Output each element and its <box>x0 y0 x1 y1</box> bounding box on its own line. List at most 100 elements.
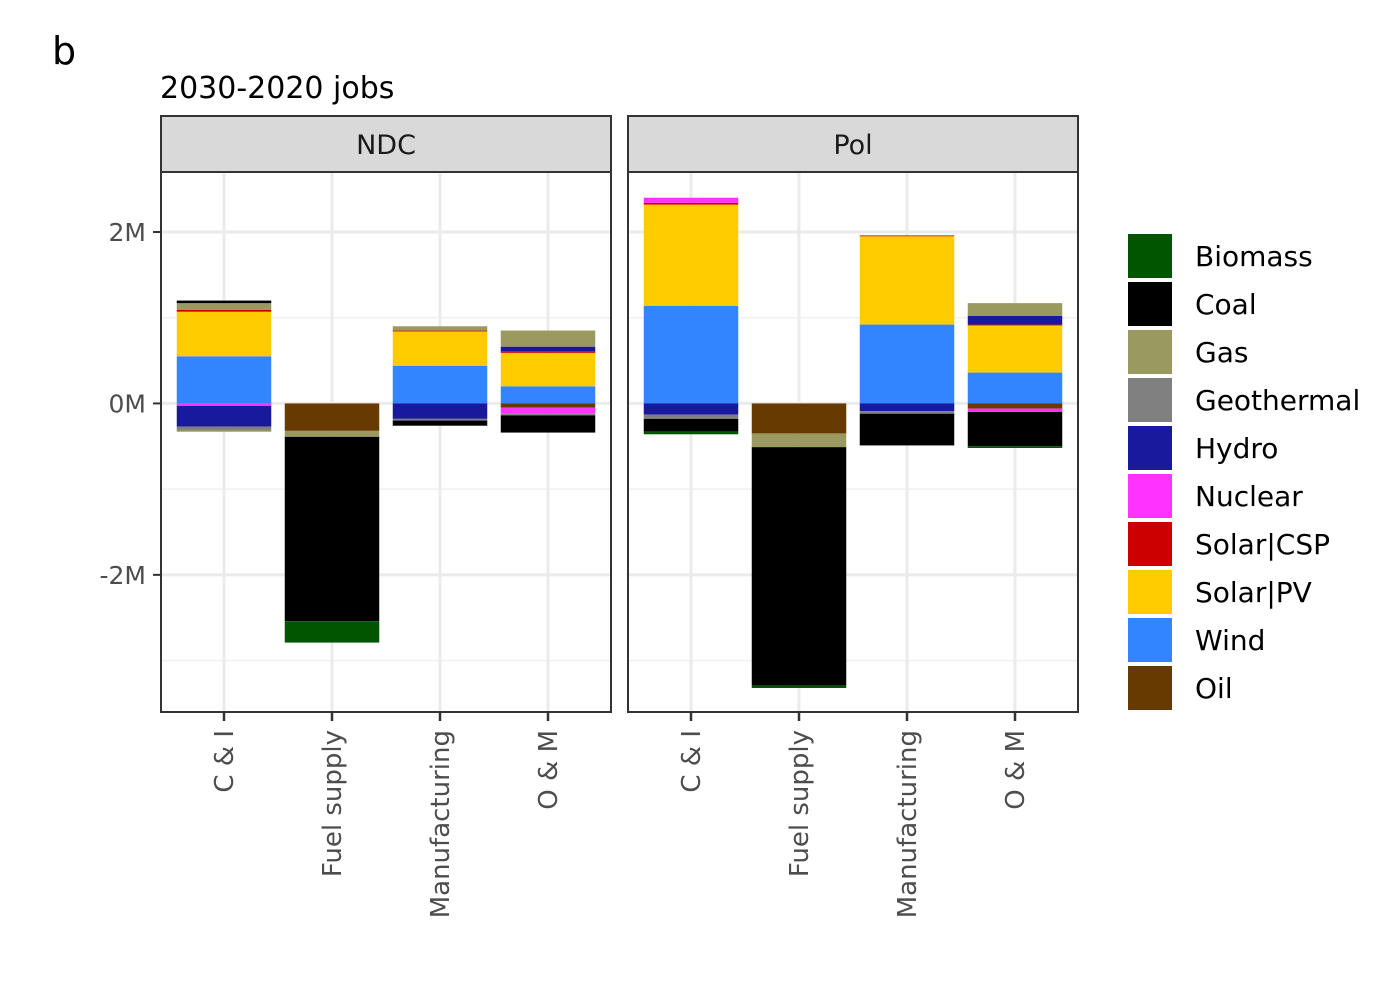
legend-item: Wind <box>1128 618 1265 662</box>
bar-segment <box>967 372 1063 404</box>
bar-segment <box>751 447 847 686</box>
legend-label: Solar|PV <box>1195 576 1312 609</box>
bar-segment <box>176 310 272 312</box>
bar-segment <box>643 197 739 203</box>
bar-stack <box>284 403 380 643</box>
legend-item: Oil <box>1128 666 1233 710</box>
bar-segment <box>751 403 847 434</box>
chart-title: 2030-2020 jobs <box>160 71 394 106</box>
x-tick-label: Fuel supply <box>785 730 815 877</box>
legend-label: Solar|CSP <box>1195 528 1330 561</box>
bar-segment <box>392 331 488 366</box>
bar-stack <box>967 303 1063 448</box>
legend-label: Geothermal <box>1195 384 1360 417</box>
x-tick-label: Manufacturing <box>426 730 456 918</box>
bar-segment <box>176 300 272 304</box>
legend-item: Nuclear <box>1128 474 1303 518</box>
x-tick-label: Manufacturing <box>893 730 923 918</box>
facet-pol: Pol C & I Fuel supply Manufacturing O & M <box>627 115 1079 918</box>
y-tick-label: 0M <box>109 389 146 418</box>
bar-stack <box>500 330 596 433</box>
bar-segment <box>284 403 380 431</box>
bars <box>643 197 1063 688</box>
bar-segment <box>176 403 272 406</box>
legend-item: Solar|CSP <box>1128 522 1330 566</box>
facet-label: NDC <box>356 130 416 161</box>
bar-segment <box>500 352 596 387</box>
x-tick-label: O & M <box>1001 730 1031 810</box>
bar-segment <box>392 420 488 426</box>
legend-key <box>1128 378 1172 422</box>
bar-segment <box>643 403 739 415</box>
bar-segment <box>284 436 380 622</box>
bar-segment <box>392 403 488 419</box>
bar-segment <box>967 303 1063 316</box>
bar-segment <box>500 413 596 416</box>
bar-segment <box>176 426 272 430</box>
y-tick-label: -2M <box>100 561 147 590</box>
legend-key <box>1128 618 1172 662</box>
bar-segment <box>176 406 272 427</box>
legend-key <box>1128 522 1172 566</box>
legend: Biomass Coal Gas Geothermal Hydro Nuclear Sola… <box>1128 234 1360 710</box>
y-axis: 2M 0M -2M <box>100 218 161 590</box>
bar-segment <box>392 326 488 331</box>
bar-segment <box>392 418 488 421</box>
bar-segment <box>859 413 955 446</box>
x-axis: C & I Fuel supply Manufacturing O & M <box>210 712 564 918</box>
x-tick-label: C & I <box>677 730 707 793</box>
panel-background <box>161 172 611 712</box>
bar-segment <box>967 316 1063 325</box>
y-tick-label: 2M <box>109 218 146 247</box>
facet-label: Pol <box>833 130 872 161</box>
facet-ndc: NDC C & I Fuel supply Manufacturing O & M <box>160 115 612 918</box>
bar-segment <box>500 330 596 346</box>
x-tick-label: C & I <box>210 730 240 793</box>
bar-segment <box>643 414 739 419</box>
bar-stack <box>859 235 955 446</box>
legend-item: Coal <box>1128 282 1257 326</box>
bar-segment <box>859 403 955 412</box>
bar-segment <box>500 346 596 352</box>
legend-label: Oil <box>1195 672 1233 705</box>
bar-segment <box>859 324 955 404</box>
bar-segment <box>392 330 488 332</box>
legend-label: Nuclear <box>1195 480 1303 513</box>
legend-key <box>1128 282 1172 326</box>
legend-key <box>1128 330 1172 374</box>
facet-strip <box>627 115 1079 173</box>
bar-segment <box>643 418 739 432</box>
legend-label: Wind <box>1195 624 1265 657</box>
bar-segment <box>500 346 596 347</box>
bar-segment <box>643 204 739 306</box>
bars <box>176 300 596 643</box>
bar-segment <box>176 356 272 404</box>
bar-segment <box>500 351 596 353</box>
legend-label: Biomass <box>1195 240 1313 273</box>
bar-segment <box>967 446 1063 448</box>
legend-key <box>1128 570 1172 614</box>
bar-segment <box>500 415 596 433</box>
legend-item: Geothermal <box>1128 378 1360 422</box>
legend-key <box>1128 426 1172 470</box>
legend-label: Coal <box>1195 288 1257 321</box>
bar-segment <box>859 411 955 414</box>
bar-segment <box>751 685 847 688</box>
bar-segment <box>500 403 596 408</box>
legend-label: Gas <box>1195 336 1248 369</box>
bar-segment <box>751 433 847 448</box>
bar-segment <box>176 303 272 310</box>
bar-segment <box>643 202 739 205</box>
legend-key <box>1128 234 1172 278</box>
bar-segment <box>176 430 272 432</box>
bar-segment <box>500 386 596 404</box>
bar-stack <box>176 300 272 432</box>
bar-segment <box>643 431 739 435</box>
bar-segment <box>967 325 1063 373</box>
bar-segment <box>500 407 596 414</box>
bar-segment <box>967 403 1063 409</box>
legend-item: Biomass <box>1128 234 1313 278</box>
legend-item: Solar|PV <box>1128 570 1312 614</box>
